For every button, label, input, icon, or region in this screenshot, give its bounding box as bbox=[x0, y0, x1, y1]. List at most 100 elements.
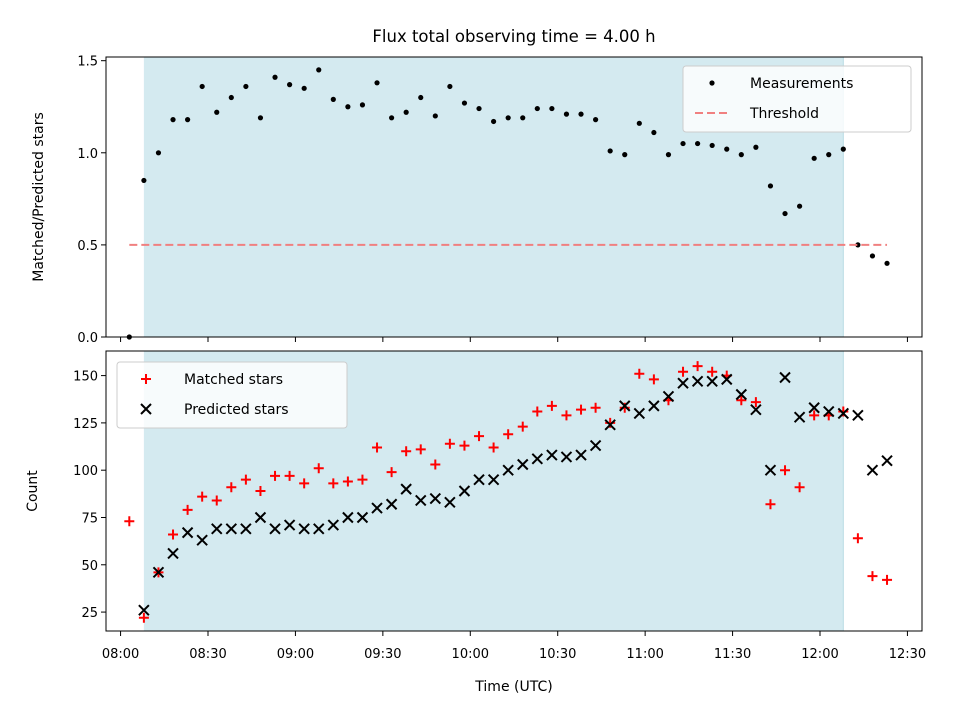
predicted-star-point bbox=[283, 519, 296, 531]
matched-star-point bbox=[838, 406, 849, 417]
matched-star-point bbox=[284, 470, 295, 481]
predicted-star-point bbox=[487, 473, 500, 486]
y-tick-label: 1.5 bbox=[77, 55, 98, 70]
matched-star-point bbox=[328, 478, 339, 489]
matched-star-point bbox=[240, 474, 251, 485]
predicted-star-point bbox=[662, 390, 675, 403]
predicted-star-point bbox=[677, 377, 689, 389]
matched-star-point bbox=[299, 478, 310, 489]
measurement-point bbox=[826, 152, 832, 158]
matched-star-point bbox=[488, 442, 499, 453]
series-predicted-stars bbox=[138, 371, 893, 616]
legend-label: Measurements bbox=[750, 76, 853, 92]
predicted-star-point bbox=[444, 496, 456, 509]
matched-star-point bbox=[182, 504, 193, 515]
matched-star-point bbox=[197, 491, 208, 502]
legend: Measurements Threshold bbox=[682, 65, 912, 133]
measurement-point bbox=[593, 117, 599, 123]
predicted-star-point bbox=[167, 547, 179, 560]
matched-star-point bbox=[692, 361, 703, 372]
y-tick-label: 100 bbox=[73, 464, 98, 479]
measurement-point bbox=[374, 80, 380, 86]
measurement-point bbox=[549, 105, 555, 112]
matched-star-point bbox=[124, 516, 135, 527]
matched-star-point bbox=[255, 486, 266, 496]
axes-frame bbox=[105, 56, 923, 338]
measurement-point bbox=[214, 109, 220, 115]
predicted-star-point bbox=[225, 523, 238, 535]
measurement-point bbox=[199, 83, 205, 90]
matched-star-point bbox=[605, 417, 616, 428]
measurement-point bbox=[709, 142, 715, 149]
measurement-point bbox=[461, 100, 468, 106]
matched-star-point bbox=[226, 482, 237, 493]
axes-frame bbox=[105, 350, 923, 632]
predicted-star-point bbox=[866, 464, 879, 476]
y-tick-label: 25 bbox=[81, 606, 98, 621]
measurement-point bbox=[738, 152, 744, 158]
measurement-point bbox=[753, 144, 759, 150]
matched-star-point bbox=[401, 446, 412, 457]
matched-star-point bbox=[648, 374, 659, 385]
matched-star-point bbox=[357, 474, 368, 485]
measurement-point bbox=[476, 105, 482, 112]
predicted-star-point bbox=[691, 375, 704, 387]
predicted-star-point bbox=[415, 494, 427, 507]
matched-star-point bbox=[386, 467, 397, 478]
predicted-star-point bbox=[517, 458, 529, 471]
measurement-point bbox=[316, 67, 322, 73]
predicted-star-point bbox=[385, 498, 398, 510]
y-tick-label: 150 bbox=[73, 370, 98, 385]
measurement-point bbox=[345, 104, 351, 110]
measurement-point bbox=[884, 260, 890, 266]
predicted-star-point bbox=[181, 526, 194, 539]
measurement-point bbox=[563, 111, 570, 117]
y-tick-label: 125 bbox=[73, 417, 98, 432]
matched-star-point bbox=[561, 410, 572, 421]
matched-star-point bbox=[532, 406, 543, 417]
measurement-point bbox=[724, 146, 730, 152]
legend-label: Predicted stars bbox=[184, 402, 289, 418]
matched-star-point bbox=[852, 533, 863, 544]
measurement-point bbox=[418, 94, 424, 101]
measurement-point bbox=[651, 129, 657, 136]
x-tick-label: 10:00 bbox=[452, 647, 489, 662]
predicted-star-point bbox=[531, 453, 544, 465]
matched-star-point bbox=[313, 463, 324, 474]
predicted-star-point bbox=[400, 483, 412, 495]
measurement-point bbox=[141, 177, 147, 184]
predicted-star-point bbox=[327, 519, 340, 531]
predicted-star-point bbox=[240, 523, 252, 535]
predicted-star-point bbox=[852, 409, 864, 422]
measurement-point bbox=[389, 115, 395, 121]
matched-star-point bbox=[619, 402, 630, 413]
matched-star-point bbox=[590, 402, 601, 413]
measurement-point bbox=[811, 155, 817, 161]
predicted-star-point bbox=[269, 523, 281, 535]
measurement-point bbox=[155, 150, 162, 156]
matched-star-point bbox=[867, 571, 878, 582]
measurement-point bbox=[534, 105, 540, 112]
y-tick-label: 1.0 bbox=[77, 147, 98, 162]
series-group bbox=[126, 67, 890, 340]
matched-star-point bbox=[707, 366, 718, 377]
measurement-point bbox=[403, 109, 409, 115]
matched-star-point bbox=[750, 397, 761, 408]
measurement-point bbox=[447, 83, 453, 90]
series-measurements bbox=[126, 67, 890, 340]
predicted-star-point bbox=[458, 485, 471, 497]
matched-star-point bbox=[517, 421, 528, 432]
y-tick-label: 0.0 bbox=[77, 331, 98, 346]
x-tick-label: 08:00 bbox=[102, 647, 139, 662]
measurement-point bbox=[491, 118, 497, 125]
measurement-point bbox=[301, 85, 307, 91]
y-tick-label: 75 bbox=[81, 511, 98, 526]
predicted-star-point bbox=[473, 473, 485, 486]
measurement-point bbox=[869, 253, 876, 259]
predicted-star-point bbox=[589, 439, 602, 452]
count-plot: 25 50 75 100 125 150 08:00 08:30 09:00 09:30 10:00… bbox=[25, 350, 926, 695]
legend-box bbox=[116, 361, 348, 429]
predicted-star-point bbox=[619, 400, 631, 412]
measurement-point bbox=[257, 115, 264, 121]
predicted-star-point bbox=[152, 566, 165, 579]
